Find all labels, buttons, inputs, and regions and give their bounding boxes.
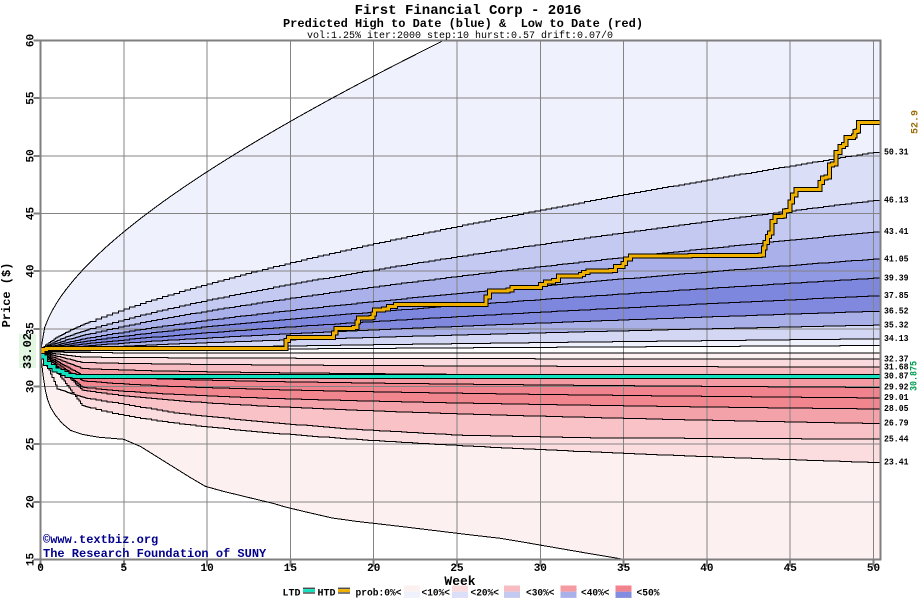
svg-text:40: 40 xyxy=(700,563,713,575)
svg-text:33.02: 33.02 xyxy=(21,333,35,369)
svg-text:30: 30 xyxy=(26,380,38,393)
svg-text:45: 45 xyxy=(784,563,798,575)
svg-text:<50%: <50% xyxy=(637,588,661,600)
svg-text:15: 15 xyxy=(284,563,298,575)
svg-text:26.79: 26.79 xyxy=(884,418,909,429)
svg-text:28.05: 28.05 xyxy=(884,403,909,414)
svg-text:<40%<: <40%< xyxy=(581,588,610,600)
svg-text:0: 0 xyxy=(37,563,44,575)
svg-text:34.13: 34.13 xyxy=(884,333,909,344)
svg-text:©www.textbiz.org: ©www.textbiz.org xyxy=(43,533,158,547)
svg-text:<10%<: <10%< xyxy=(422,588,451,600)
svg-text:45: 45 xyxy=(26,207,38,221)
svg-text:50.31: 50.31 xyxy=(884,146,909,157)
svg-text:HTD: HTD xyxy=(318,588,336,600)
svg-text:<30%<: <30%< xyxy=(526,588,555,600)
svg-text:Predicted High to Date (blue): Predicted High to Date (blue) & Low to D… xyxy=(283,17,643,31)
svg-text:30.875: 30.875 xyxy=(909,361,920,391)
svg-text:46.13: 46.13 xyxy=(884,195,909,206)
svg-text:prob:0%<: prob:0%< xyxy=(356,588,402,600)
svg-text:37.85: 37.85 xyxy=(884,290,909,301)
svg-text:<20%<: <20%< xyxy=(471,588,500,600)
svg-text:55: 55 xyxy=(26,91,38,105)
svg-text:35.32: 35.32 xyxy=(884,319,909,330)
svg-text:50: 50 xyxy=(867,563,880,575)
svg-text:20: 20 xyxy=(26,495,38,508)
svg-text:LTD: LTD xyxy=(283,588,301,600)
svg-text:23.41: 23.41 xyxy=(884,457,909,468)
svg-text:Price ($): Price ($) xyxy=(0,263,14,328)
svg-text:50: 50 xyxy=(26,149,38,162)
svg-text:25: 25 xyxy=(26,437,38,451)
svg-text:5: 5 xyxy=(120,563,127,575)
svg-text:52.9: 52.9 xyxy=(910,110,920,134)
svg-text:25.44: 25.44 xyxy=(884,433,909,444)
svg-text:39.39: 39.39 xyxy=(884,272,909,283)
svg-text:41.05: 41.05 xyxy=(884,253,909,264)
svg-text:15: 15 xyxy=(26,553,38,567)
svg-text:20: 20 xyxy=(367,563,380,575)
svg-text:60: 60 xyxy=(26,34,38,47)
svg-text:43.41: 43.41 xyxy=(884,226,909,237)
svg-text:vol:1.25% iter:2000 step:10 hu: vol:1.25% iter:2000 step:10 hurst:0.57 d… xyxy=(307,30,613,42)
svg-text:30.87: 30.87 xyxy=(884,371,909,382)
svg-text:The Research Foundation of SUN: The Research Foundation of SUNY xyxy=(43,547,267,561)
svg-text:40: 40 xyxy=(26,265,38,278)
svg-text:35: 35 xyxy=(617,563,631,575)
svg-text:36.52: 36.52 xyxy=(884,306,909,317)
svg-text:30: 30 xyxy=(534,563,547,575)
svg-text:10: 10 xyxy=(200,563,213,575)
svg-text:29.01: 29.01 xyxy=(884,392,909,403)
svg-text:29.92: 29.92 xyxy=(884,382,909,393)
